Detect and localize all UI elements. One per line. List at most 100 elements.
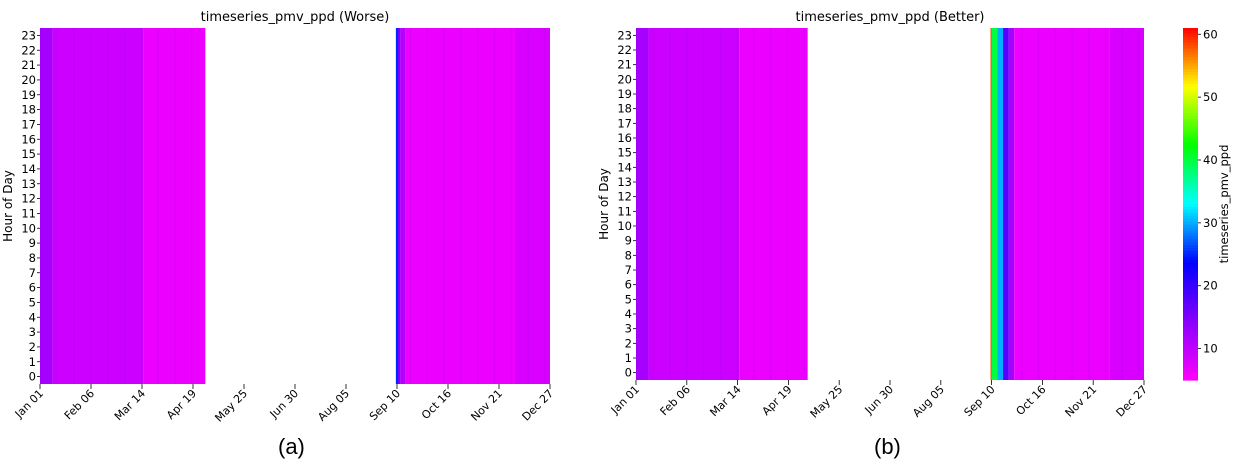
x-tick-label: May 25: [212, 387, 250, 425]
colorbar-step: [1183, 36, 1198, 41]
heatmap-streak: [426, 28, 428, 384]
y-tick-label: 12: [21, 192, 36, 206]
colorbar-step: [1183, 124, 1198, 129]
colorbar-tick-label: 40: [1203, 153, 1218, 167]
colorbar-step: [1183, 377, 1198, 381]
y-tick-label: 12: [617, 190, 632, 204]
colorbar-step: [1183, 168, 1198, 173]
colorbar-step: [1183, 192, 1198, 196]
x-tick-label: Nov 21: [468, 387, 505, 424]
colorbar-step: [1183, 198, 1198, 202]
heatmap-streak: [460, 28, 462, 384]
colorbar-step: [1183, 294, 1198, 299]
colorbar-step: [1183, 48, 1198, 53]
heatmap-streak: [636, 28, 638, 380]
colorbar-step: [1183, 145, 1198, 149]
colorbar-step: [1183, 113, 1198, 117]
colorbar-step: [1183, 259, 1198, 264]
heatmap-streak: [1004, 28, 1006, 380]
colorbar-step: [1183, 306, 1198, 311]
colorbar-step: [1183, 118, 1198, 123]
y-axis-label: Hour of Day: [1, 170, 15, 242]
y-tick-label: 6: [625, 278, 632, 292]
colorbar-step: [1183, 338, 1198, 343]
y-tick-label: 20: [617, 72, 632, 86]
y-tick-label: 11: [21, 206, 36, 220]
heatmap-cell-band: [143, 28, 206, 384]
colorbar-step: [1183, 350, 1198, 355]
x-tick-label: Oct 16: [1014, 383, 1049, 418]
colorbar-step: [1183, 157, 1198, 161]
y-tick-label: 6: [29, 281, 36, 295]
y-tick-label: 1: [625, 351, 632, 365]
y-tick-label: 2: [29, 340, 36, 354]
y-tick-label: 7: [29, 266, 36, 280]
colorbar-step: [1183, 347, 1198, 352]
heatmap-cell-band: [395, 28, 398, 384]
heatmap-cell-band: [514, 28, 550, 384]
panel-caption-a: (a): [278, 434, 305, 459]
heatmap-cell-band: [636, 28, 649, 380]
heatmap-streak: [174, 28, 176, 384]
heatmap-streak: [702, 28, 705, 380]
colorbar-step: [1183, 98, 1198, 102]
y-tick-label: 16: [21, 132, 36, 146]
colorbar-step: [1183, 133, 1198, 138]
colorbar-step: [1183, 280, 1198, 284]
colorbar-step: [1183, 297, 1198, 302]
heatmap-streak: [803, 28, 805, 380]
y-tick-label: 22: [617, 43, 632, 57]
colorbar-step: [1183, 171, 1198, 176]
heatmap-cell-band: [52, 28, 144, 384]
colorbar-step: [1183, 139, 1198, 143]
colorbar-step: [1183, 162, 1198, 167]
y-tick-label: 4: [625, 307, 632, 321]
colorbar-step: [1183, 271, 1198, 275]
colorbar-step: [1183, 218, 1198, 223]
colorbar-step: [1183, 154, 1198, 158]
heatmap-streak: [443, 28, 445, 384]
y-tick-label: 0: [29, 370, 36, 384]
heatmap-streak: [40, 28, 42, 384]
colorbar-step: [1183, 341, 1198, 346]
heatmap-streak: [719, 28, 721, 380]
x-tick-label: Dec 27: [1114, 383, 1151, 420]
colorbar-step: [1183, 277, 1198, 281]
colorbar-step: [1183, 121, 1198, 126]
colorbar-step: [1183, 274, 1198, 278]
colorbar-step: [1183, 321, 1198, 325]
y-tick-label: 4: [29, 310, 36, 324]
colorbar-step: [1183, 136, 1198, 141]
x-tick-label: Nov 21: [1063, 383, 1100, 420]
heatmap-cell-band: [997, 28, 1004, 380]
heatmap-streak: [1088, 28, 1090, 380]
y-tick-label: 23: [21, 28, 36, 42]
colorbar-step: [1183, 127, 1198, 132]
x-tick-label: Sep 10: [367, 387, 403, 423]
colorbar-step: [1183, 318, 1198, 322]
y-tick-label: 18: [21, 103, 36, 117]
colorbar-step: [1183, 309, 1198, 314]
x-tick-label: Jan 01: [12, 387, 46, 421]
y-tick-label: 16: [617, 131, 632, 145]
heatmap-streak: [1021, 28, 1023, 380]
colorbar-step: [1183, 174, 1198, 179]
colorbar-step: [1183, 74, 1198, 79]
y-tick-label: 9: [625, 234, 632, 248]
colorbar-step: [1183, 233, 1198, 237]
colorbar-step: [1183, 236, 1198, 240]
colorbar-step: [1183, 204, 1198, 208]
y-tick-label: 10: [21, 221, 36, 235]
x-tick-label: Sep 10: [961, 383, 997, 419]
colorbar-step: [1183, 365, 1198, 369]
heatmap-streak: [753, 28, 755, 380]
x-tick-label: Apr 19: [759, 383, 794, 418]
colorbar-step: [1183, 289, 1198, 293]
y-tick-label: 3: [625, 322, 632, 336]
heatmap-streak: [1071, 28, 1073, 380]
colorbar-step: [1183, 356, 1198, 361]
colorbar-tick-label: 60: [1203, 27, 1218, 41]
heatmap-streak: [90, 28, 92, 384]
colorbar-step: [1183, 283, 1198, 287]
heatmap-cell-band: [405, 28, 515, 384]
